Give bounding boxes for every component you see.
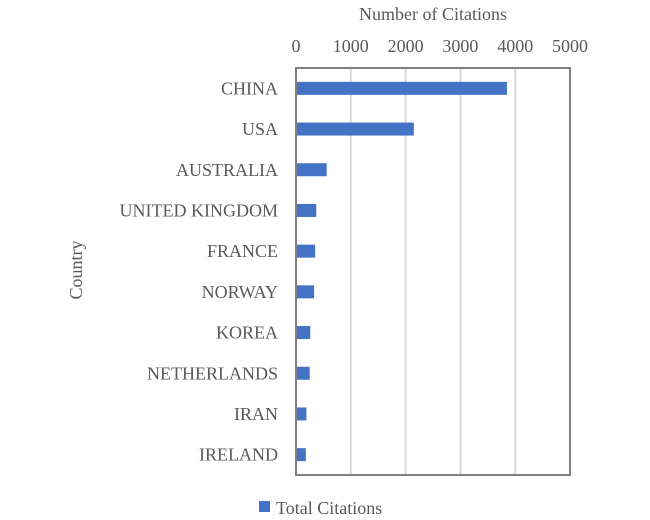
x-tick-label: 2000 [388, 36, 424, 56]
x-tick-label: 3000 [442, 36, 478, 56]
plot-area-border [295, 67, 571, 476]
y-axis-title: Country [66, 240, 86, 299]
bar [296, 326, 311, 340]
legend-label: Total Citations [276, 498, 382, 518]
bar [296, 122, 414, 136]
bar [296, 81, 507, 95]
category-label: CHINA [221, 78, 278, 98]
category-label: KOREA [216, 323, 278, 343]
x-axis-title: Number of Citations [359, 4, 507, 24]
category-label: IRELAND [199, 445, 278, 465]
bar [296, 203, 317, 217]
x-tick-label: 5000 [552, 36, 588, 56]
category-label: UNITED KINGDOM [120, 200, 278, 220]
bar [296, 366, 310, 380]
legend: Total Citations [259, 498, 382, 518]
bar [296, 244, 316, 258]
category-label: NORWAY [202, 282, 278, 302]
x-tick-label: 0 [292, 36, 301, 56]
category-label: NETHERLANDS [147, 363, 278, 383]
bar [296, 448, 306, 462]
category-labels: CHINA USA AUSTRALIA UNITED KINGDOM FRANCE NOR… [120, 78, 278, 464]
bar [296, 407, 307, 421]
bar [296, 163, 327, 177]
bar [296, 285, 315, 299]
x-tick-labels: 0 1000 2000 3000 4000 5000 [292, 36, 589, 56]
category-label: IRAN [234, 404, 278, 424]
legend-swatch [259, 501, 270, 512]
x-tick-label: 4000 [497, 36, 533, 56]
bars [296, 81, 507, 462]
category-label: USA [242, 119, 278, 139]
gridlines [349, 68, 517, 475]
category-label: FRANCE [207, 241, 278, 261]
x-tick-label: 1000 [333, 36, 369, 56]
category-label: AUSTRALIA [176, 160, 278, 180]
